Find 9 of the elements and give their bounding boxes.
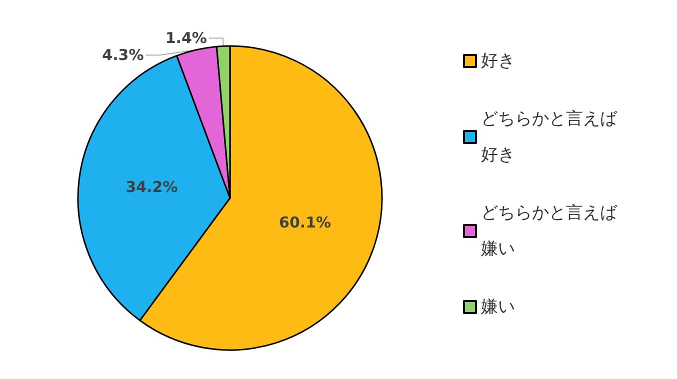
slice-label: 好き bbox=[481, 145, 515, 165]
data-label: 4.3% bbox=[102, 46, 144, 64]
legend-label: どちらかと言えば嫌い bbox=[481, 203, 618, 259]
legend-label: 好き bbox=[481, 51, 515, 71]
data-label: 60.1% bbox=[279, 214, 332, 232]
legend-label: 嫌い bbox=[481, 297, 515, 317]
data-label: 1.4% bbox=[165, 29, 207, 48]
data-label: 34.2% bbox=[126, 178, 178, 196]
category-label: どちらかと言えば bbox=[481, 109, 617, 129]
